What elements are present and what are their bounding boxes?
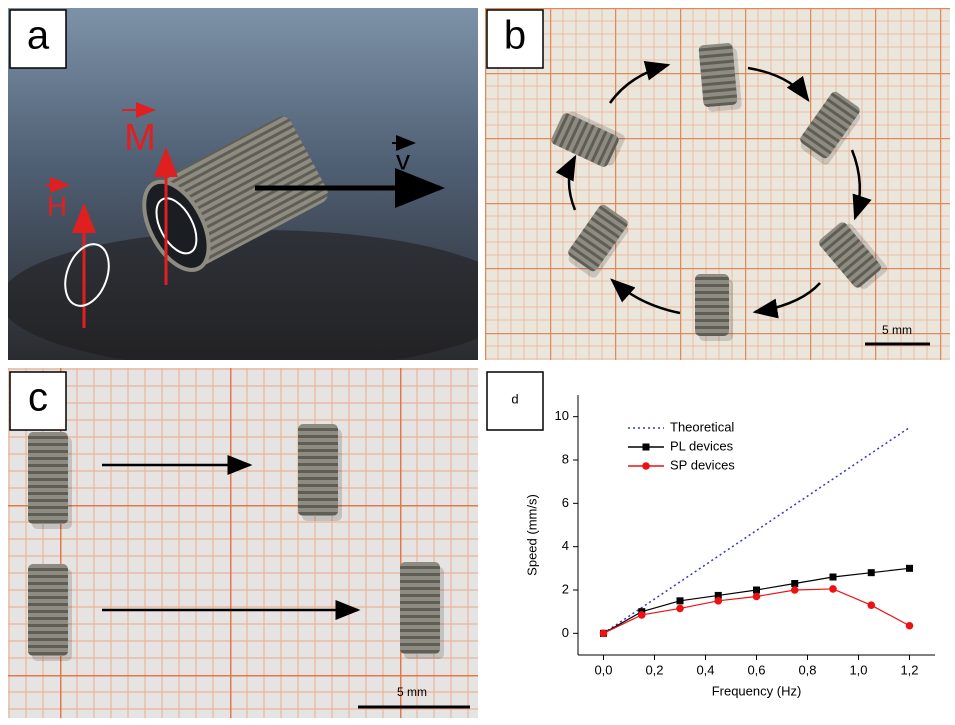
x-tick-label: 0,8 [798,662,816,677]
panel-a: M H v [0,8,520,370]
x-tick-label: 0,6 [747,662,765,677]
panel-label: c [28,376,48,420]
scale-label: 5 mm [397,685,427,699]
scale-label: 5 mm [882,323,912,337]
point [638,611,646,619]
point [753,587,760,594]
point [714,597,722,605]
legend-label: PL devices [670,438,734,453]
legend-marker [642,462,650,470]
x-axis-title: Frequency (Hz) [712,683,802,698]
annotation: M [124,117,156,159]
x-tick-label: 1,0 [849,662,867,677]
coil [28,564,72,661]
coil [298,424,342,521]
coil [695,274,733,341]
coil-body [698,43,737,108]
legend-label: Theoretical [670,419,734,434]
point [906,622,914,630]
graph-paper [8,368,478,718]
annotation: v [396,144,410,175]
point [600,630,608,638]
point [867,601,875,609]
panel-d: d 0 2 4 6 8 10 0,0 0,2 0,4 0,6 0,8 1,0 1,2 Frequency … [487,372,935,698]
y-tick-label: 10 [555,408,569,423]
x-tick-label: 0,0 [594,662,612,677]
coil-body [400,562,440,654]
y-tick-label: 8 [562,451,569,466]
point [791,586,799,594]
legend-label: SP devices [670,457,735,472]
y-tick-label: 0 [562,625,569,640]
x-tick-label: 0,4 [696,662,714,677]
legend-marker [643,444,650,451]
x-tick-label: 1,2 [900,662,918,677]
panel-label: b [504,14,526,58]
y-tick-label: 2 [562,581,569,596]
point [906,565,913,572]
point [791,580,798,587]
panel-label: d [511,391,518,406]
coil-body [28,564,68,656]
y-tick-label: 6 [562,495,569,510]
panel-c: 5 mm [8,368,478,718]
coil [698,42,742,112]
point [676,605,684,613]
y-axis-title: Speed (mm/s) [524,494,539,576]
coil [28,432,72,529]
coil [400,562,444,659]
panel-label: a [27,14,50,58]
coil-body [298,424,338,516]
point [830,574,837,581]
annotation: H [47,190,67,221]
coil-body [28,432,68,524]
x-tick-label: 0,2 [645,662,663,677]
point [829,585,837,593]
point [868,569,875,576]
point [753,593,761,601]
point [677,597,684,604]
figure: M H v a 5 mm b 5 mm c d 0 2 [0,0,955,725]
series-line [604,568,910,633]
panel-b: 5 mm [485,8,950,360]
coil-body [695,274,729,336]
y-tick-label: 4 [562,538,569,553]
